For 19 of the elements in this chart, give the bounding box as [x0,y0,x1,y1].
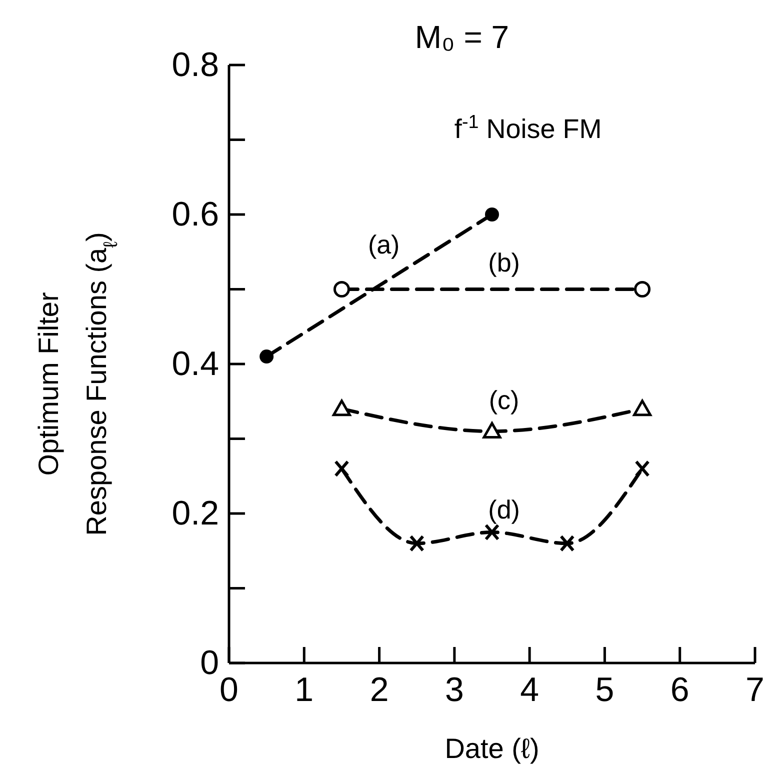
y-tick-label: 0.6 [172,195,219,234]
x-tick-label: 5 [595,671,614,709]
series-label: (c) [488,384,520,415]
x-tick-label: 1 [294,671,314,709]
x-tick-label: 2 [370,671,389,709]
series-label: (d) [488,494,520,525]
y-tick-label: 0 [200,644,219,682]
x-tick-label: 6 [670,671,690,709]
series-label: (b) [488,247,520,278]
y-tick-label: 0.4 [172,344,219,383]
x-tick-label: 4 [520,671,540,709]
series-label: (a) [368,229,400,260]
y-tick-label: 0.8 [172,46,219,84]
x-tick-label: 3 [444,671,464,709]
chart-title: M₀ = 7 [414,19,510,55]
x-tick-label: 7 [746,671,764,709]
y-tick-label: 0.2 [172,494,219,532]
annotation: f$^{-1}$ Noise FM [454,111,602,144]
x-axis-title: Date (ℓ) [444,733,540,764]
